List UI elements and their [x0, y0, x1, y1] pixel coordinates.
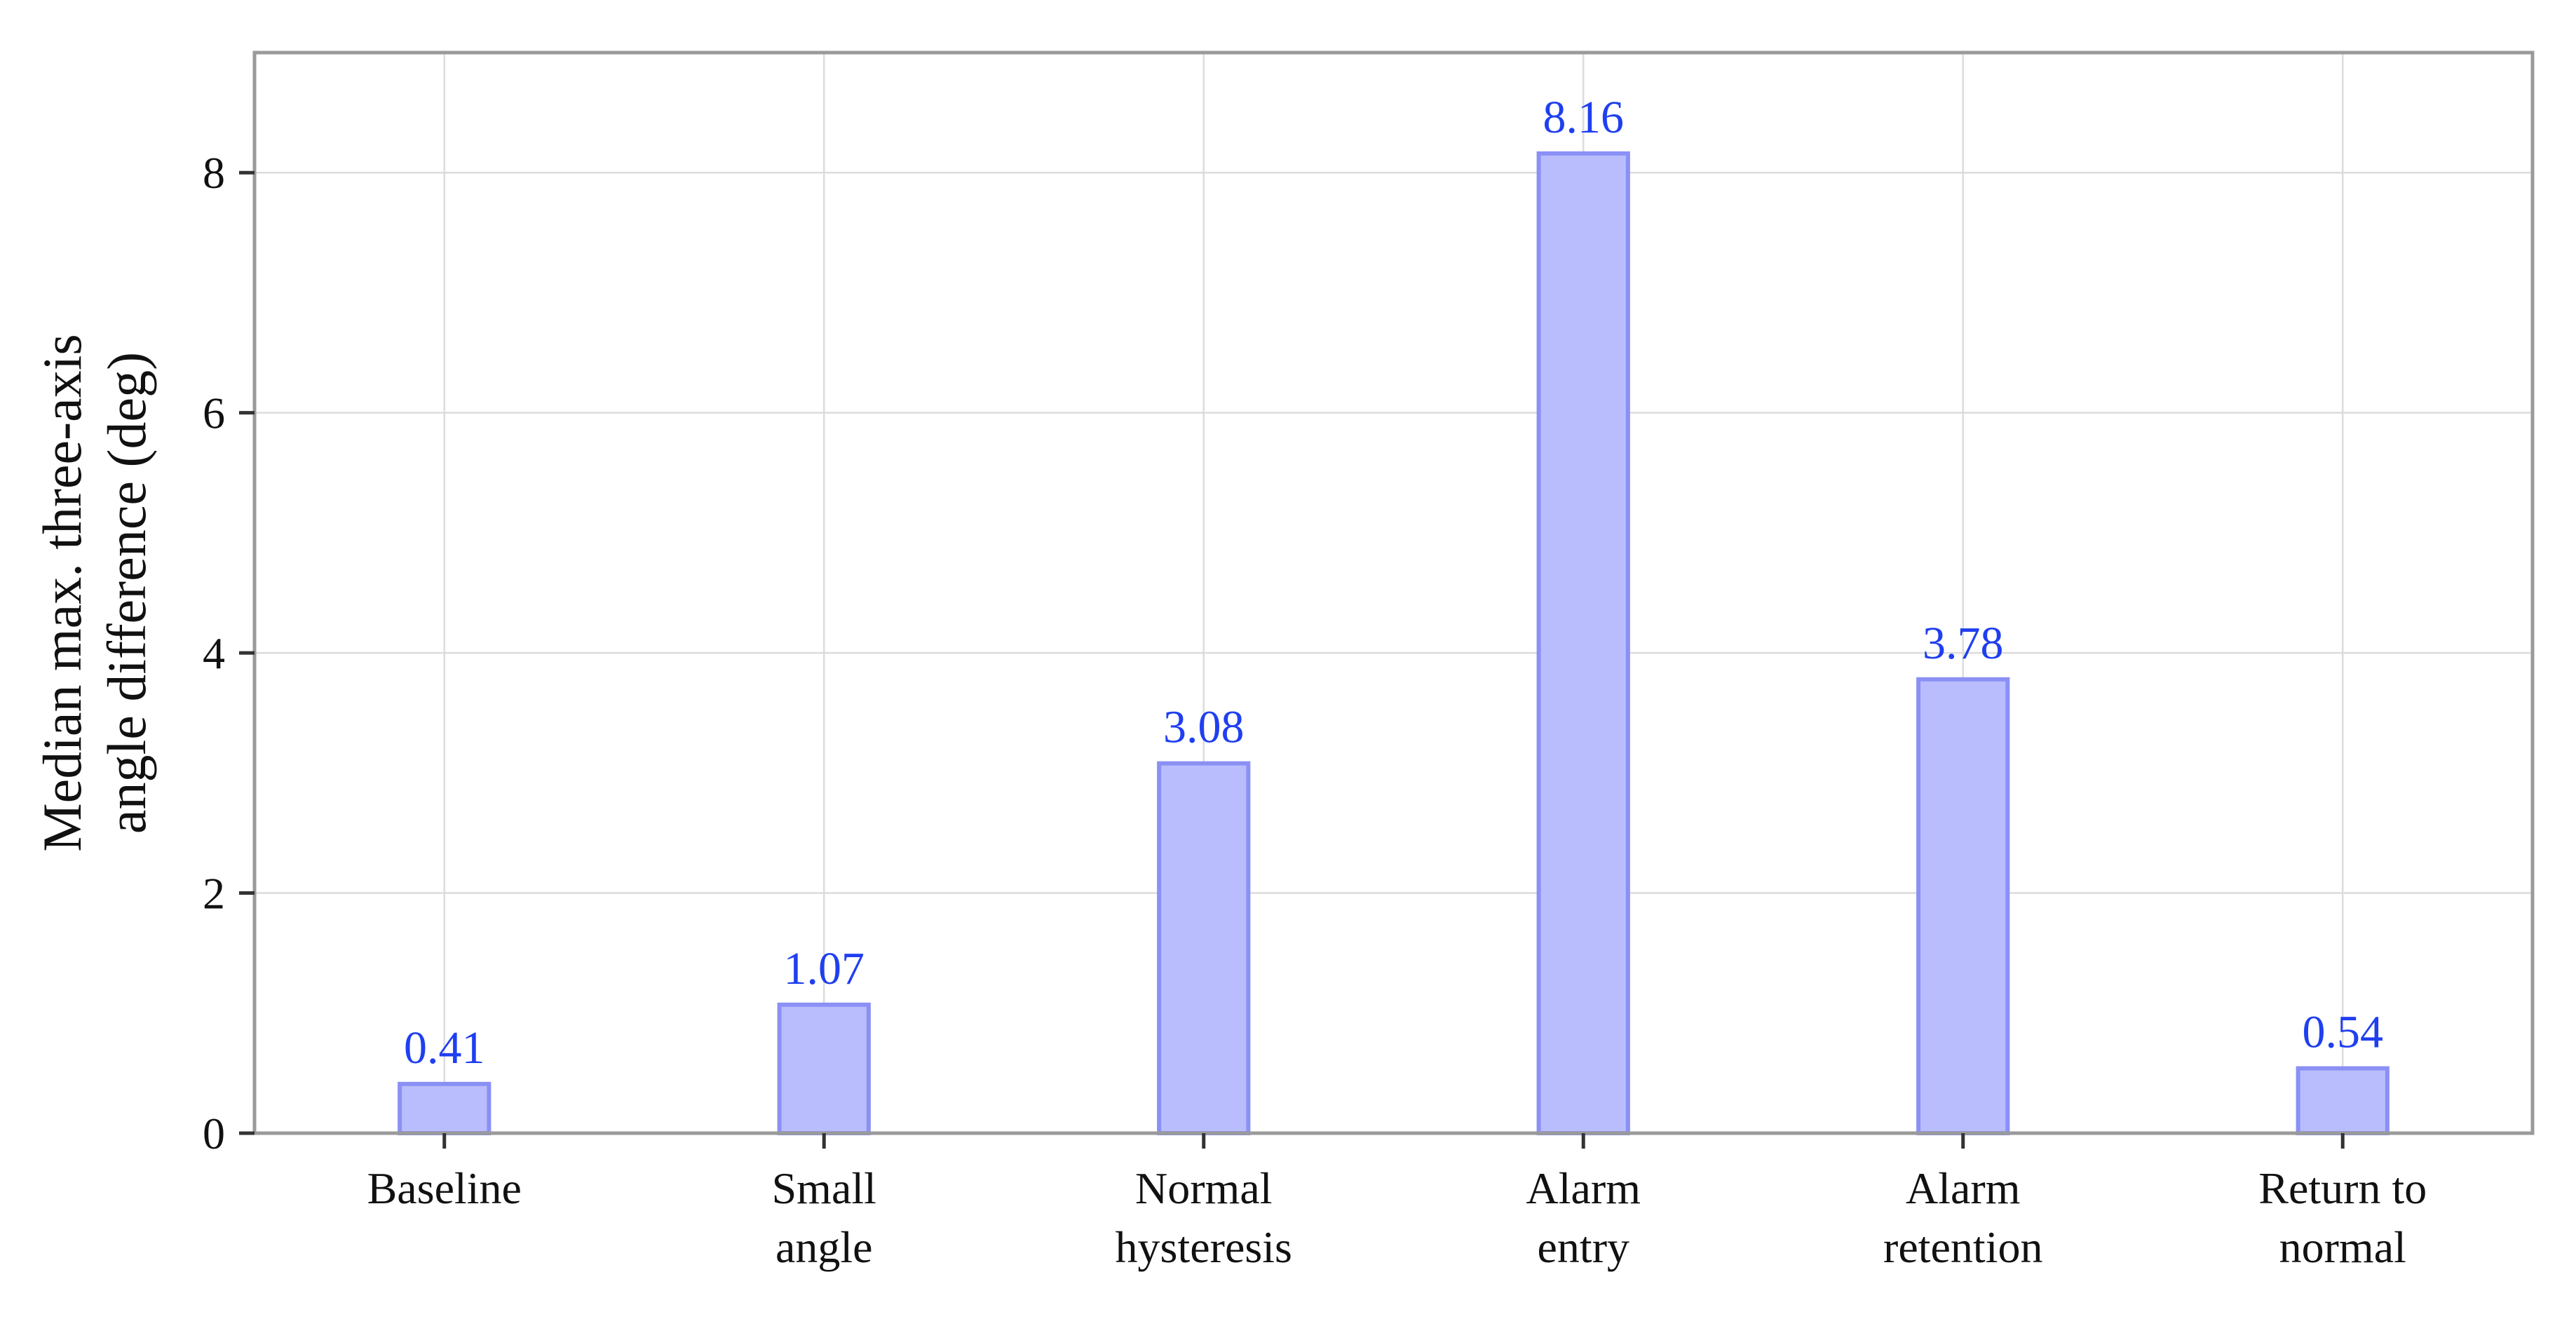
y-axis: 0 2 4 6 8: [203, 148, 255, 1158]
x-tick-label: Return to normal: [2258, 1163, 2427, 1272]
y-tick-label: 8: [203, 148, 225, 198]
bar: [1157, 761, 1251, 1135]
data-label: 1.07: [784, 943, 865, 994]
bars: [398, 151, 2389, 1136]
value-labels: 0.41 1.07 3.08 8.16 3.78 0.54: [404, 92, 2383, 1074]
bar: [1916, 677, 2010, 1135]
y-axis-title: Median max. three-axisangle difference (…: [32, 334, 157, 852]
x-axis: Baseline Small angle Normal hysteresis Alarm e…: [367, 1133, 2427, 1272]
data-label: 0.41: [404, 1022, 485, 1074]
y-tick-label: 6: [203, 388, 225, 438]
bar: [2296, 1066, 2389, 1136]
x-tick-label: Alarm entry: [1526, 1163, 1641, 1272]
grid-lines: [255, 53, 2533, 1135]
plot-area-frame: [252, 50, 2535, 1135]
y-tick-label: 2: [203, 869, 225, 919]
data-label: 3.08: [1163, 702, 1245, 753]
y-tick-label: 0: [203, 1109, 225, 1158]
x-tick-label: Small angle: [772, 1163, 876, 1272]
data-label: 3.78: [1923, 618, 2004, 669]
bar: [1536, 151, 1630, 1135]
x-tick-label: Baseline: [367, 1163, 522, 1213]
x-tick-label: Alarm retention: [1883, 1163, 2042, 1272]
bar: [777, 1002, 871, 1136]
data-label: 0.54: [2303, 1007, 2384, 1058]
y-tick-label: 4: [203, 628, 225, 678]
data-label: 8.16: [1543, 92, 1625, 143]
x-tick-label: Normal hysteresis: [1116, 1163, 1292, 1272]
bar: [398, 1081, 492, 1135]
